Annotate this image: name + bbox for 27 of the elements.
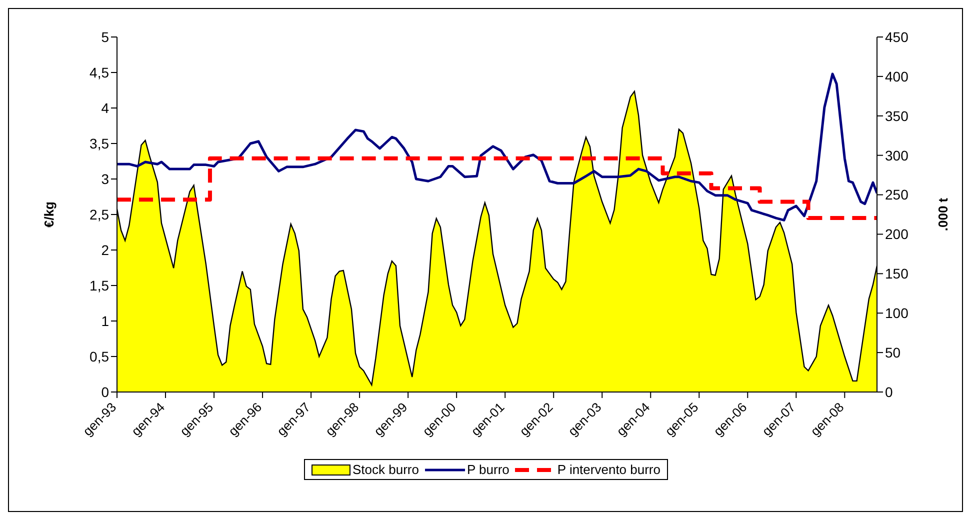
y2-tick-label: 150 — [885, 266, 909, 282]
y2-tick-label: 200 — [885, 226, 909, 242]
legend-label: P intervento burro — [556, 462, 660, 477]
y-tick-label: 0 — [101, 384, 110, 400]
y2-tick-label: 400 — [885, 68, 909, 84]
y2-axis-title: .000 t — [936, 197, 951, 232]
y-tick-label: 5 — [101, 28, 110, 45]
y2-tick-label: 50 — [885, 344, 901, 361]
y-tick-label: 3,5 — [90, 135, 110, 152]
legend-label: P burro — [466, 462, 510, 477]
y-tick-label: 4 — [101, 100, 110, 116]
y2-tick-label: 300 — [885, 147, 909, 164]
y-axis-title: €/kg — [42, 201, 57, 228]
y2-tick-label: 0 — [885, 384, 893, 400]
y-tick-label: 4,5 — [90, 64, 110, 80]
y-tick-label: 1 — [101, 312, 110, 329]
line-series — [117, 72, 877, 222]
y2-tick-label: 350 — [885, 108, 909, 124]
y2-tick-label: 250 — [885, 186, 909, 203]
legend-label: Stock burro — [352, 462, 419, 477]
y-tick-label: 1,5 — [90, 277, 110, 294]
y-tick-label: 2 — [101, 242, 110, 258]
y2-tick-label: 450 — [885, 28, 909, 45]
y-tick-label: 0,5 — [90, 348, 110, 364]
y-tick-label: 2,5 — [90, 206, 110, 222]
y-tick-label: 3 — [101, 170, 110, 187]
y2-tick-label: 100 — [885, 305, 909, 322]
